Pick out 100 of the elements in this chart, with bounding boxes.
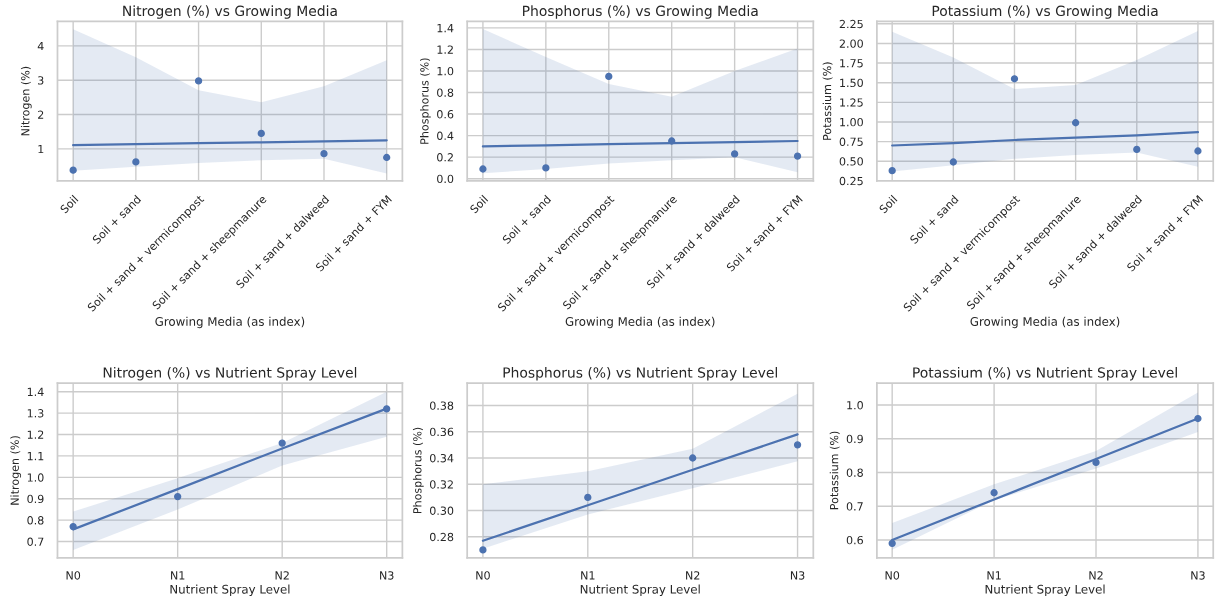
- y-tick-label: 1.2: [437, 45, 453, 54]
- point: [1010, 75, 1019, 83]
- y-axis-title: Potassium (%): [822, 62, 833, 140]
- x-tick-label: N2: [686, 571, 700, 580]
- point: [730, 150, 739, 158]
- y-tick-label: 0.8: [846, 468, 863, 477]
- y-tick-label: 1.0: [437, 66, 454, 76]
- y-tick-label: 0.36: [429, 427, 454, 437]
- y-tick-label: 0.7: [27, 537, 44, 546]
- x-tick-label: N0: [66, 571, 81, 580]
- y-tick-label: 0.34: [429, 453, 454, 463]
- y-axis-title: Phosphorus (%): [420, 58, 431, 144]
- y-tick-label: 2.25: [839, 19, 863, 29]
- y-tick-label: 0.9: [846, 434, 863, 444]
- x-axis-title: Growing Media (as index): [970, 316, 1120, 329]
- y-axis-title: Potassium (%): [829, 431, 840, 510]
- chart-title: Nitrogen (%) vs Growing Media: [123, 5, 337, 19]
- point: [257, 129, 265, 138]
- y-tick-label: 0.38: [429, 401, 454, 410]
- y-tick-label: 1.50: [840, 78, 863, 88]
- point: [383, 153, 391, 162]
- x-tick-label: N0: [476, 571, 490, 580]
- x-axis-title: Growing Media (as index): [155, 316, 305, 329]
- point: [793, 441, 802, 449]
- point: [1194, 414, 1202, 423]
- y-tick-label: 2.00: [839, 39, 863, 48]
- point: [990, 489, 998, 497]
- y-tick-label: 0.2: [437, 153, 453, 162]
- chart-title: Nitrogen (%) vs Nutrient Spray Level: [103, 367, 357, 381]
- y-tick-label: 0.75: [839, 137, 863, 146]
- point: [479, 546, 487, 554]
- y-tick-label: 1.75: [840, 59, 863, 68]
- x-tick-label: N2: [1089, 571, 1103, 580]
- y-axis-title: Nitrogen (%): [10, 436, 22, 505]
- chart-title: Phosphorus (%) vs Nutrient Spray Level: [503, 367, 777, 381]
- x-axis-title: Growing Media (as index): [565, 316, 715, 329]
- y-tick-label: 0.50: [839, 157, 863, 166]
- point: [479, 165, 487, 173]
- x-tick-label: N1: [581, 571, 595, 580]
- point: [69, 166, 77, 174]
- point: [69, 522, 77, 531]
- point: [278, 439, 286, 447]
- y-tick-label: 1.25: [840, 98, 863, 107]
- y-tick-label: 0.30: [429, 506, 454, 515]
- y-tick-label: 0.7: [846, 502, 863, 511]
- point: [949, 158, 957, 166]
- y-tick-label: 1.1: [27, 452, 44, 461]
- point: [1133, 145, 1141, 154]
- x-axis-title: Nutrient Spray Level: [985, 584, 1105, 596]
- point: [689, 454, 697, 462]
- x-tick-label: Soil: [878, 194, 898, 214]
- y-tick-label: 0.32: [429, 480, 453, 489]
- y-tick-label: 0.8: [27, 516, 44, 525]
- point: [584, 493, 592, 502]
- y-tick-label: 1.00: [840, 117, 863, 127]
- y-tick-label: 1.3: [27, 409, 44, 418]
- chart-title: Potassium (%) vs Nutrient Spray Level: [913, 367, 1177, 381]
- y-tick-label: 4: [37, 41, 44, 51]
- y-tick-label: 1: [38, 145, 44, 154]
- x-tick-label: N1: [987, 571, 1001, 580]
- point: [888, 166, 896, 175]
- y-tick-label: 1.4: [27, 387, 44, 396]
- x-tick-label: N3: [790, 571, 805, 580]
- line-series: [891, 131, 1200, 147]
- point: [383, 405, 391, 413]
- y-tick-label: 1.0: [847, 401, 863, 410]
- y-tick-label: 1.2: [27, 430, 44, 439]
- x-tick-label: N3: [1191, 571, 1205, 580]
- point: [1092, 458, 1100, 467]
- x-axis-title: Nutrient Spray Level: [170, 584, 290, 596]
- y-tick-label: 2: [38, 110, 44, 119]
- y-tick-label: 0.8: [437, 88, 454, 97]
- point: [542, 164, 550, 172]
- point: [793, 152, 802, 160]
- point: [1194, 147, 1202, 155]
- point: [132, 158, 140, 166]
- y-tick-label: 0.0: [437, 174, 454, 184]
- y-axis-title: Nitrogen (%): [20, 66, 32, 136]
- x-tick-label: N1: [171, 571, 185, 580]
- y-tick-label: 0.6: [846, 535, 863, 545]
- chart-title: Phosphorus (%) vs Growing Media: [523, 5, 758, 19]
- x-tick-label: N3: [380, 571, 394, 580]
- point: [320, 150, 328, 158]
- point: [1071, 119, 1080, 127]
- point: [174, 492, 182, 501]
- y-tick-label: 0.9: [27, 494, 44, 504]
- x-axis-title: Nutrient Spray Level: [580, 584, 700, 596]
- y-axis-title: Phosphorus (%): [412, 427, 424, 514]
- point: [888, 539, 896, 547]
- x-tick-label: N2: [275, 571, 289, 580]
- point: [605, 72, 613, 81]
- y-tick-label: 1.0: [27, 473, 44, 482]
- y-tick-label: 0.28: [429, 532, 454, 542]
- chart-title: Potassium (%) vs Growing Media: [932, 5, 1158, 19]
- y-tick-label: 0.4: [437, 131, 454, 140]
- point: [194, 77, 203, 85]
- y-tick-label: 0.6: [437, 110, 454, 119]
- point: [668, 137, 676, 145]
- line-series: [481, 433, 799, 542]
- y-tick-label: 1.4: [437, 24, 454, 33]
